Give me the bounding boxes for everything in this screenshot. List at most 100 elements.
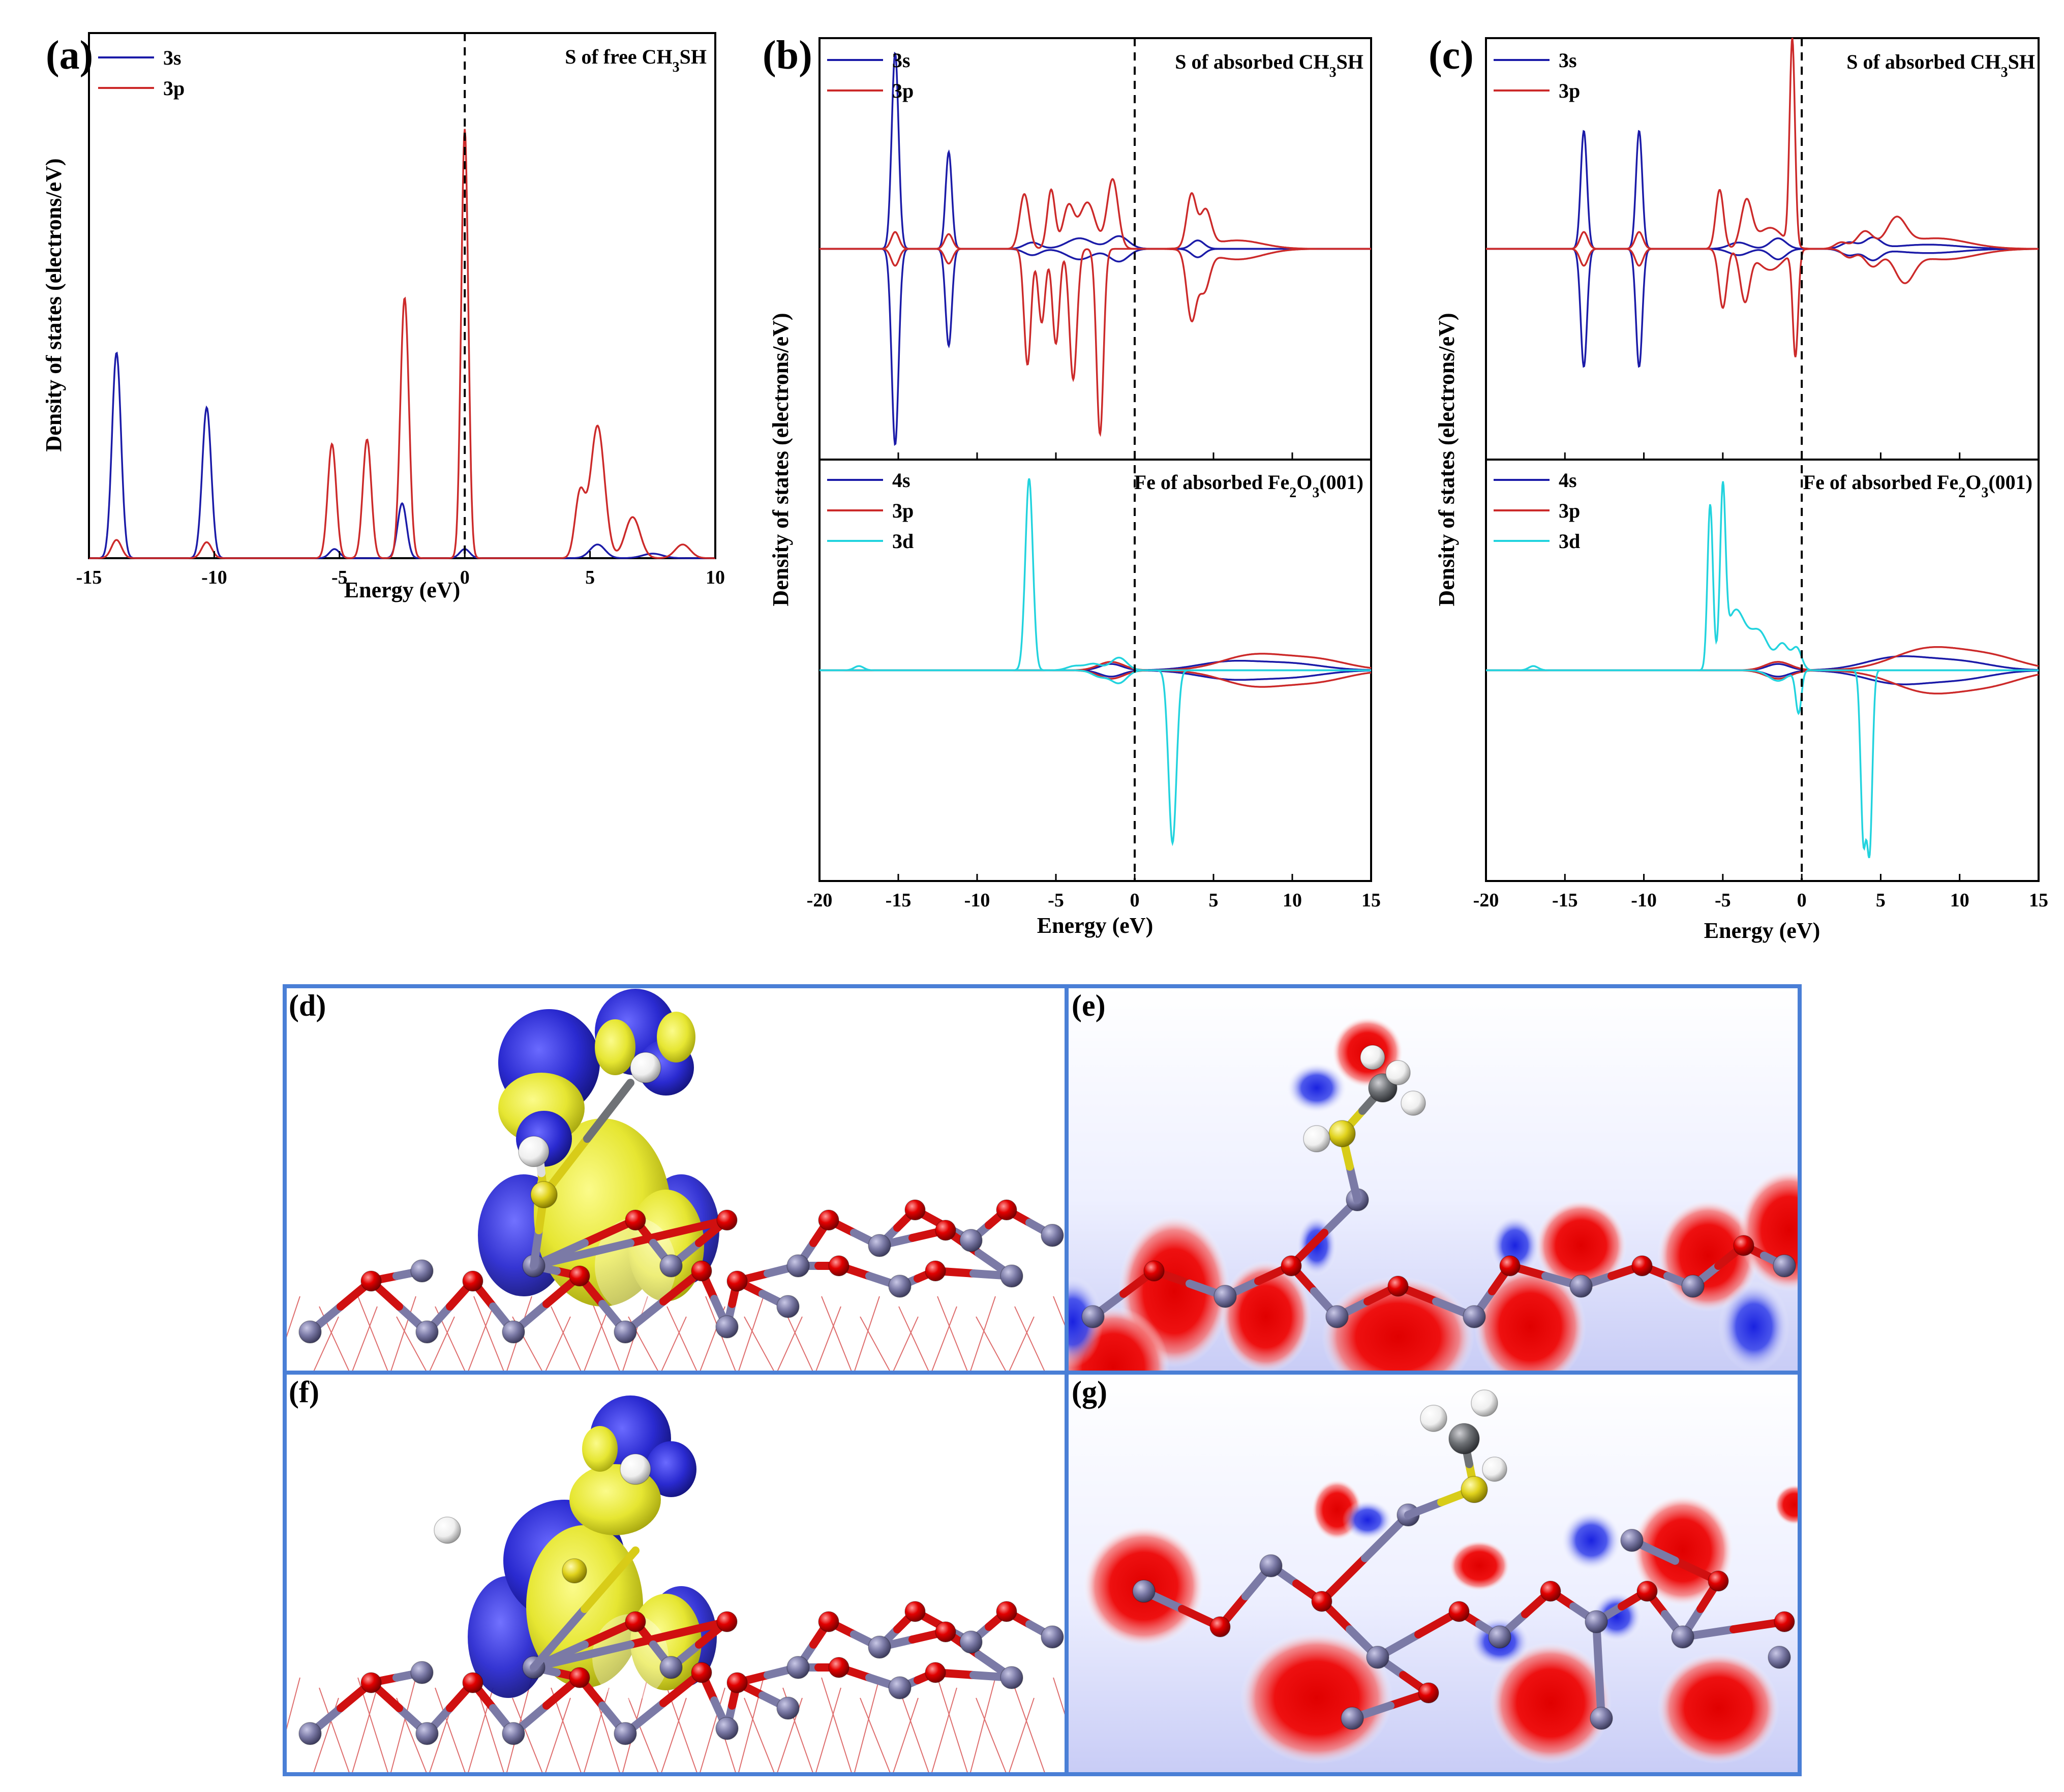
wire-bond: [931, 1306, 957, 1373]
fe-atom: [1366, 1646, 1389, 1669]
x-tick-label: 0: [1130, 890, 1140, 911]
o-atom: [925, 1662, 946, 1683]
legend-lower: 4s 3p 3d: [1494, 469, 1580, 553]
structure-panel-e: (e): [1067, 986, 1800, 1373]
legend-label-4s: 4s: [1559, 469, 1577, 492]
h-atom: [1303, 1125, 1330, 1152]
dos-chart-c: (c) 3s 3p S of absorbed CH3SH 4s 3p 3d: [1429, 33, 2048, 943]
panel-label-f: (f): [289, 1375, 319, 1409]
x-axis-label-c: Energy (eV): [1704, 918, 1820, 943]
wire-bond: [396, 1316, 428, 1373]
wire-bond: [860, 1316, 891, 1373]
o-atom: [1631, 1255, 1653, 1277]
dos-chart-a: (a) -15 -10 -5 0 5 10 3s 3p S of free CH3SH E…: [46, 32, 725, 602]
wire-bond: [285, 1677, 300, 1738]
plot-c-upper: 3s 3p S of absorbed CH3SH: [1485, 37, 2040, 461]
wire-bond: [931, 1687, 957, 1774]
wire-bond: [892, 1316, 919, 1373]
o-atom: [935, 1220, 956, 1241]
fe-atom: [868, 1635, 891, 1659]
legend-label-3p: 3p: [892, 499, 914, 522]
subplot-title-lower: Fe of absorbed Fe2O3(001): [1803, 471, 2032, 501]
o-atom: [462, 1270, 483, 1292]
s-atom: [1461, 1476, 1488, 1503]
o-atom: [1774, 1611, 1795, 1632]
fe-atom: [786, 1254, 810, 1278]
h-atom: [1471, 1389, 1498, 1417]
s-atom: [530, 1181, 558, 1208]
h-atom: [1360, 1045, 1385, 1070]
wire-bond: [660, 1697, 687, 1774]
substrate-wireframe: [285, 1296, 1067, 1373]
wire-bond: [937, 1296, 968, 1373]
series-3p: [89, 129, 715, 559]
wire-bond: [898, 1687, 930, 1774]
fe-atom: [1081, 1305, 1105, 1328]
o-atom: [569, 1667, 590, 1688]
fe-atom: [410, 1259, 434, 1283]
charge-density-figure: (d) (e): [283, 984, 1802, 1776]
panel-label-d: (d): [289, 989, 326, 1022]
wire-bond: [821, 1677, 853, 1774]
wire-bond: [351, 1687, 378, 1774]
wire-bond: [969, 1677, 996, 1774]
wire-bond: [1014, 1687, 1046, 1774]
structure-panel-f: (f): [285, 1373, 1067, 1774]
x-tick-label: 10: [1950, 890, 1969, 911]
bond: [583, 1079, 634, 1143]
wire-bond: [898, 1306, 930, 1373]
wire-bond: [551, 1306, 582, 1373]
wire-bond: [473, 1296, 505, 1373]
structure-panel-d: (d): [285, 986, 1067, 1373]
series-3s-down: [1486, 248, 2039, 368]
x-tick-label: 0: [1797, 890, 1807, 911]
o-atom: [569, 1265, 590, 1287]
x-tick-label: -20: [807, 890, 833, 911]
fe-atom: [1132, 1580, 1156, 1603]
legend-label-3s: 3s: [892, 49, 910, 72]
legend-label-3p: 3p: [1559, 499, 1580, 522]
wire-bond: [738, 1296, 764, 1373]
o-atom: [360, 1270, 382, 1292]
legend-lower: 4s 3p 3d: [827, 469, 914, 553]
wire-bond: [351, 1306, 378, 1373]
fe-atom: [1681, 1274, 1705, 1298]
wire-bond: [860, 1697, 891, 1774]
fe-atom: [410, 1661, 434, 1684]
fe-atom: [786, 1656, 810, 1679]
fe-atom: [614, 1722, 637, 1745]
wire-bond: [821, 1296, 853, 1373]
fe-atom: [298, 1722, 322, 1745]
wire-bond: [313, 1316, 339, 1373]
o-atom: [1209, 1616, 1231, 1637]
legend-label-3p: 3p: [1559, 79, 1580, 102]
wire-bond: [1008, 1316, 1035, 1373]
o-atom: [828, 1255, 849, 1277]
fe-atom: [1671, 1625, 1694, 1649]
h-atom: [630, 1052, 661, 1083]
wire-bond: [390, 1677, 416, 1774]
fe-atom: [1259, 1554, 1283, 1577]
atom-model: [1081, 1045, 1796, 1328]
fe-atom: [1041, 1224, 1064, 1247]
bond: [1318, 1554, 1369, 1605]
x-tick-label: -15: [76, 567, 102, 588]
panel-label-g: (g): [1072, 1375, 1107, 1409]
legend-label-3p: 3p: [892, 79, 914, 102]
o-atom: [462, 1672, 483, 1693]
x-tick-label: -10: [964, 890, 990, 911]
fe-atom: [1341, 1707, 1364, 1730]
fe-atom: [1768, 1646, 1791, 1669]
fe-atom: [959, 1630, 983, 1654]
panel-borders: [283, 984, 1802, 1776]
wire-bond: [285, 1296, 300, 1344]
series-4s-up: [1486, 655, 2039, 672]
s-atom: [562, 1558, 587, 1584]
legend-label-4s: 4s: [892, 469, 910, 492]
fe-atom: [1585, 1610, 1608, 1633]
bond: [1404, 1498, 1445, 1519]
wire-bond: [976, 1316, 1007, 1373]
fe-atom: [1041, 1625, 1064, 1649]
o-atom: [996, 1601, 1017, 1622]
fe-atom: [888, 1676, 912, 1699]
